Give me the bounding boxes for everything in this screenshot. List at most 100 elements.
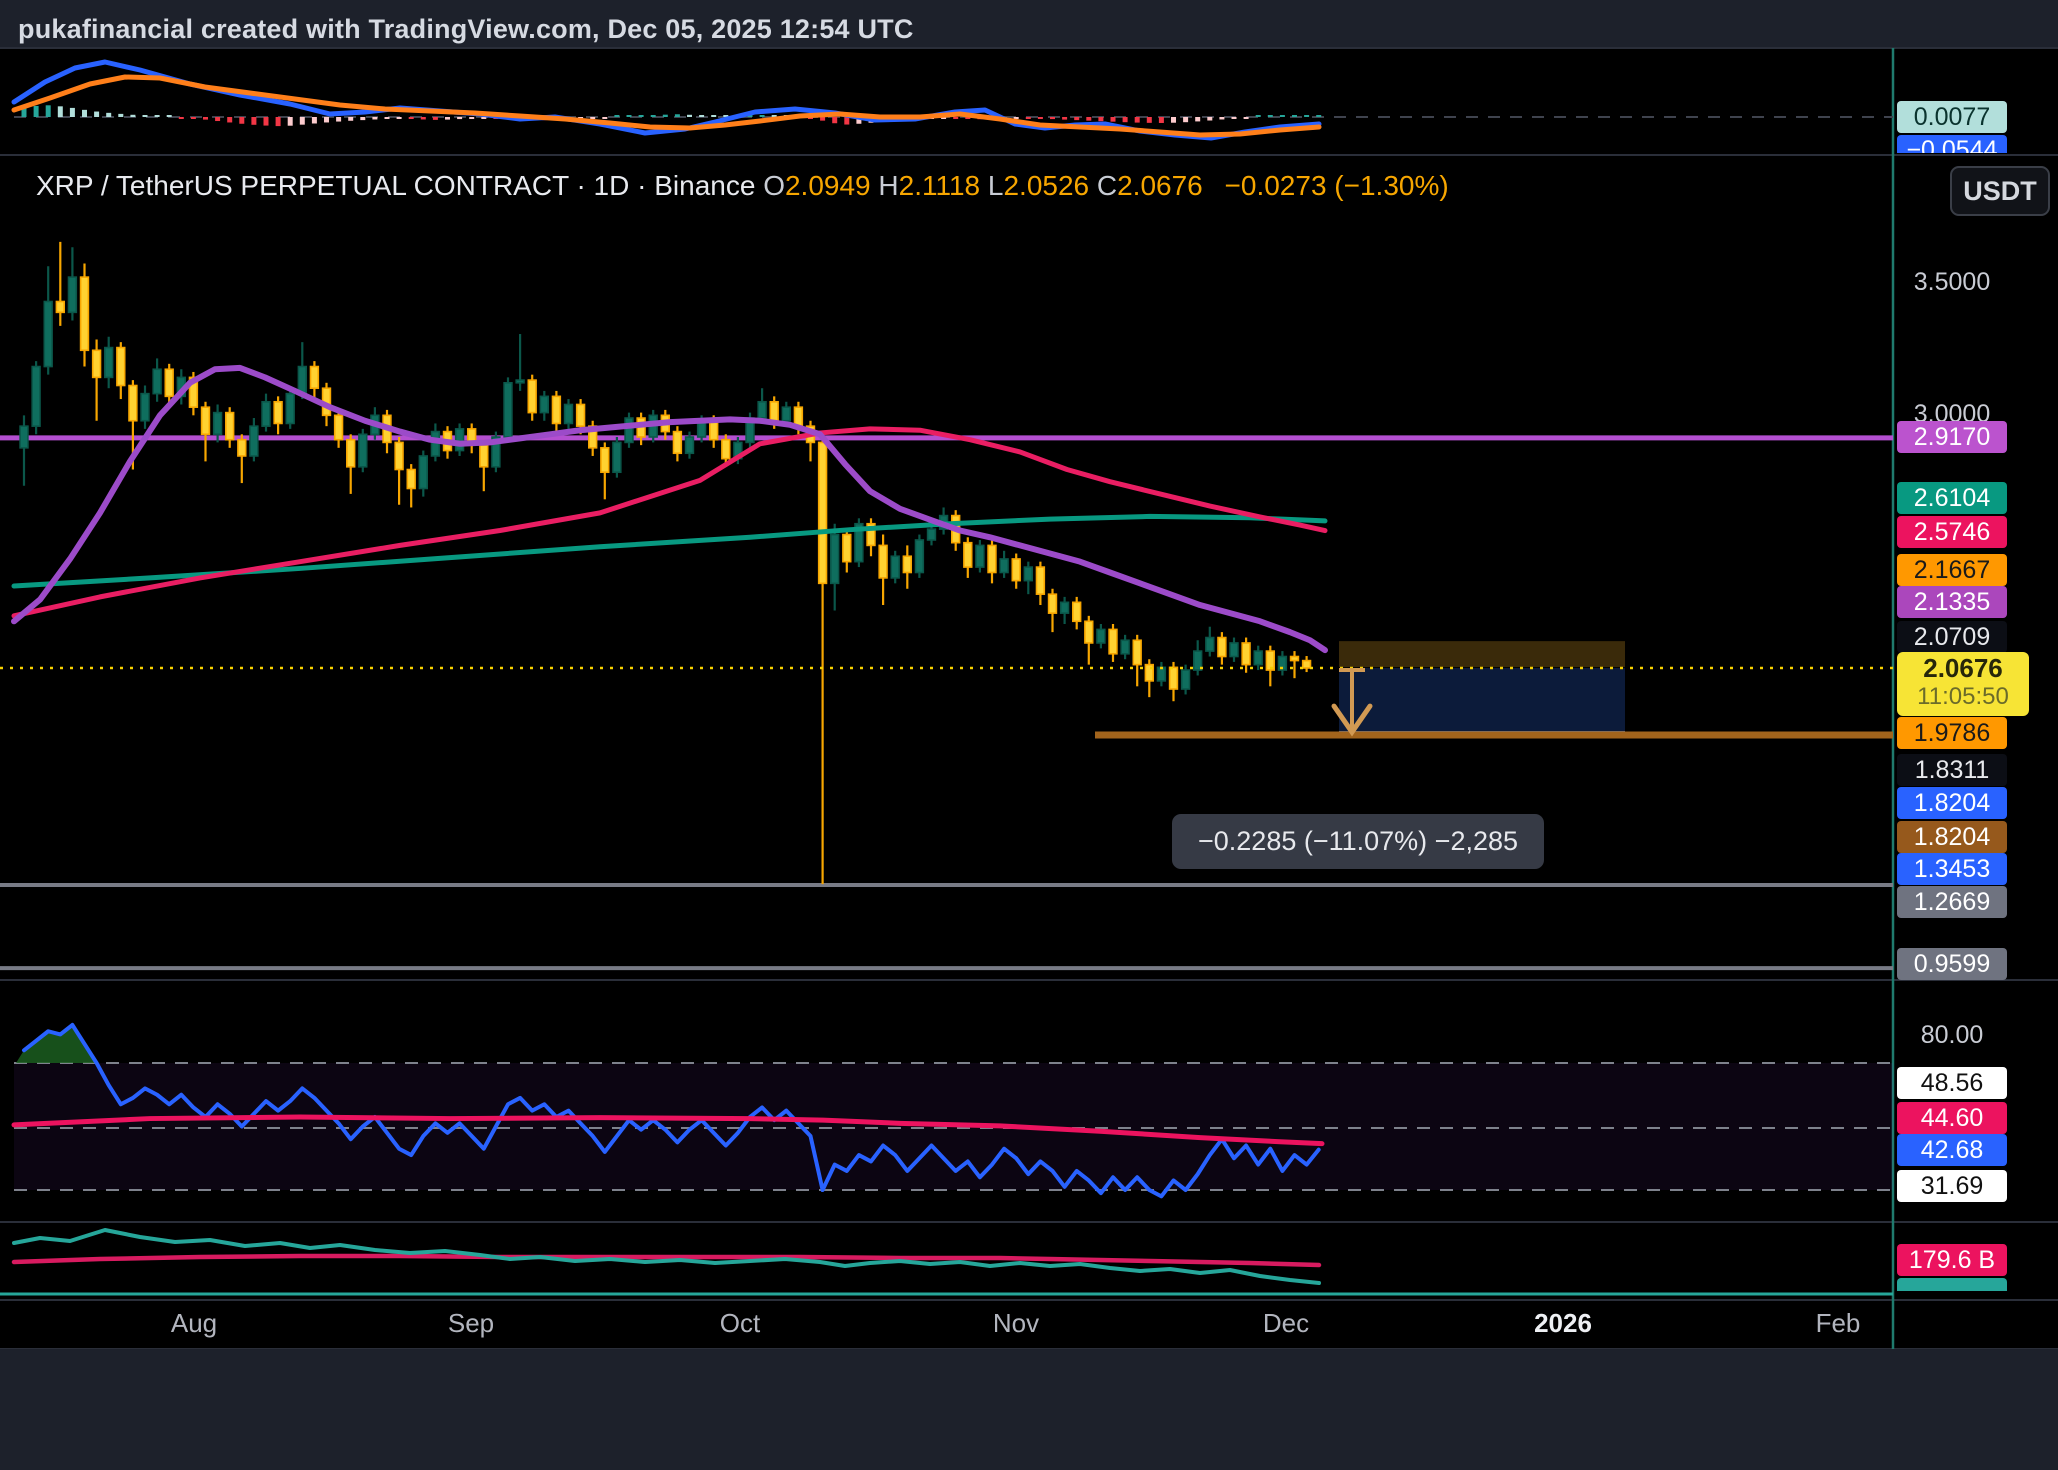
candle-body bbox=[491, 436, 501, 468]
macd-histogram-bar bbox=[227, 117, 233, 123]
candle-body bbox=[926, 528, 937, 541]
price-label: 2.6104 bbox=[1897, 482, 2007, 514]
candle-body bbox=[273, 400, 283, 425]
macd-signal-line bbox=[11, 74, 1322, 138]
macd-histogram-bar bbox=[602, 117, 608, 119]
candle-body bbox=[237, 438, 247, 457]
candle-body bbox=[225, 411, 235, 441]
candle-body bbox=[128, 384, 138, 422]
currency-button[interactable]: USDT bbox=[1950, 166, 2050, 216]
macd-histogram-bar bbox=[614, 115, 620, 117]
macd-histogram-bar bbox=[1171, 117, 1176, 123]
macd-histogram-bar bbox=[1134, 117, 1140, 123]
candle-body bbox=[104, 346, 114, 379]
candle-body bbox=[987, 544, 997, 574]
macd-histogram-bar bbox=[1037, 117, 1043, 119]
macd-histogram-bar bbox=[1183, 117, 1189, 123]
candle-body bbox=[902, 555, 913, 574]
candle-body bbox=[406, 468, 416, 490]
macd-histogram-bar bbox=[1304, 115, 1310, 117]
macd-histogram-bar bbox=[45, 105, 51, 117]
candle-body bbox=[672, 430, 683, 455]
price-label: 48.56 bbox=[1897, 1067, 2007, 1099]
candle-body bbox=[1120, 639, 1130, 655]
candle-body bbox=[1289, 655, 1300, 662]
time-axis-year-label: 2026 bbox=[1534, 1308, 1592, 1338]
time-axis-month-label: Feb bbox=[1815, 1308, 1861, 1338]
macd-histogram-bar bbox=[759, 115, 765, 117]
price-label: 1.8204 bbox=[1897, 787, 2007, 819]
macd-histogram-bar bbox=[771, 115, 777, 117]
macd-histogram-bar bbox=[844, 117, 850, 125]
candle-body bbox=[1301, 659, 1312, 669]
rsi-overbought-fill bbox=[16, 1024, 105, 1063]
candle-body bbox=[914, 539, 925, 574]
price-label: 2.0709 bbox=[1897, 621, 2007, 653]
macd-histogram-bar bbox=[457, 117, 463, 120]
macd-histogram-bar bbox=[215, 117, 221, 122]
macd-histogram-bar bbox=[432, 117, 438, 120]
macd-histogram-bar bbox=[590, 117, 596, 119]
candle-body bbox=[503, 381, 513, 438]
macd-histogram-bar bbox=[251, 117, 257, 125]
candle-body bbox=[31, 365, 41, 427]
symbol-legend[interactable]: XRP / TetherUS PERPETUAL CONTRACT · 1D ·… bbox=[36, 170, 1449, 202]
price-label: −0.0544 bbox=[1897, 135, 2007, 153]
candle-body bbox=[19, 425, 29, 449]
ohlc-value: 2.0676 bbox=[1117, 170, 1203, 201]
bar-countdown: 11:05:50 bbox=[1917, 683, 2009, 710]
candle-body bbox=[79, 276, 90, 352]
macd-histogram-bar bbox=[662, 114, 668, 117]
macd-histogram-bar bbox=[275, 117, 281, 127]
candle-body bbox=[527, 379, 537, 414]
macd-histogram-bar bbox=[1316, 115, 1322, 117]
macd-histogram-bar bbox=[1098, 117, 1104, 122]
candle-body bbox=[1108, 628, 1118, 655]
candle-body bbox=[212, 411, 223, 436]
candle-body bbox=[418, 455, 428, 490]
candle-body bbox=[394, 441, 404, 471]
candle-body bbox=[1168, 666, 1179, 690]
price-label: 1.8311 bbox=[1897, 754, 2007, 786]
price-label: 2.1667 bbox=[1897, 554, 2007, 586]
macd-histogram-bar bbox=[239, 117, 245, 124]
macd-histogram-bar bbox=[178, 117, 184, 119]
candle-body bbox=[140, 392, 150, 422]
macd-histogram-bar bbox=[69, 107, 75, 117]
rsi-ma-line bbox=[11, 1114, 1325, 1147]
candle-body bbox=[164, 368, 174, 398]
sma-long-teal bbox=[11, 513, 1328, 589]
candle-body bbox=[454, 428, 465, 452]
macd-histogram-bar bbox=[384, 117, 390, 119]
candle-body bbox=[1205, 636, 1215, 652]
candle-body bbox=[817, 441, 828, 585]
macd-histogram-bar bbox=[336, 117, 342, 122]
candle-body bbox=[769, 400, 779, 422]
price-label: 1.9786 bbox=[1897, 717, 2007, 749]
candle-body bbox=[1059, 601, 1070, 614]
macd-histogram-bar bbox=[1146, 117, 1152, 123]
macd-histogram-bar bbox=[1195, 117, 1201, 122]
rsi-line bbox=[22, 1022, 1321, 1199]
macd-histogram-bar bbox=[263, 117, 269, 126]
sma-fast-purple bbox=[11, 364, 1328, 654]
candle-body bbox=[721, 438, 731, 460]
macd-histogram-bar bbox=[57, 106, 63, 117]
macd-histogram-bar bbox=[1074, 117, 1080, 121]
candle-body bbox=[285, 392, 295, 425]
measure-arrow-head bbox=[1331, 703, 1373, 737]
macd-histogram-bar bbox=[82, 109, 87, 117]
candle-body bbox=[551, 395, 562, 425]
macd-histogram-bar bbox=[1279, 115, 1285, 117]
candle-body bbox=[200, 406, 211, 436]
candle-body bbox=[1193, 650, 1203, 671]
candle-body bbox=[1047, 593, 1058, 614]
ohlc-values: O2.0949 H2.1118 L2.0526 C2.0676 bbox=[763, 170, 1203, 201]
candle-body bbox=[479, 444, 489, 468]
macd-histogram-bar bbox=[408, 117, 414, 119]
macd-histogram-bar bbox=[699, 115, 705, 117]
price-label: 2.1335 bbox=[1897, 586, 2007, 618]
macd-histogram-bar bbox=[1062, 117, 1068, 120]
macd-histogram-bar bbox=[687, 114, 692, 117]
